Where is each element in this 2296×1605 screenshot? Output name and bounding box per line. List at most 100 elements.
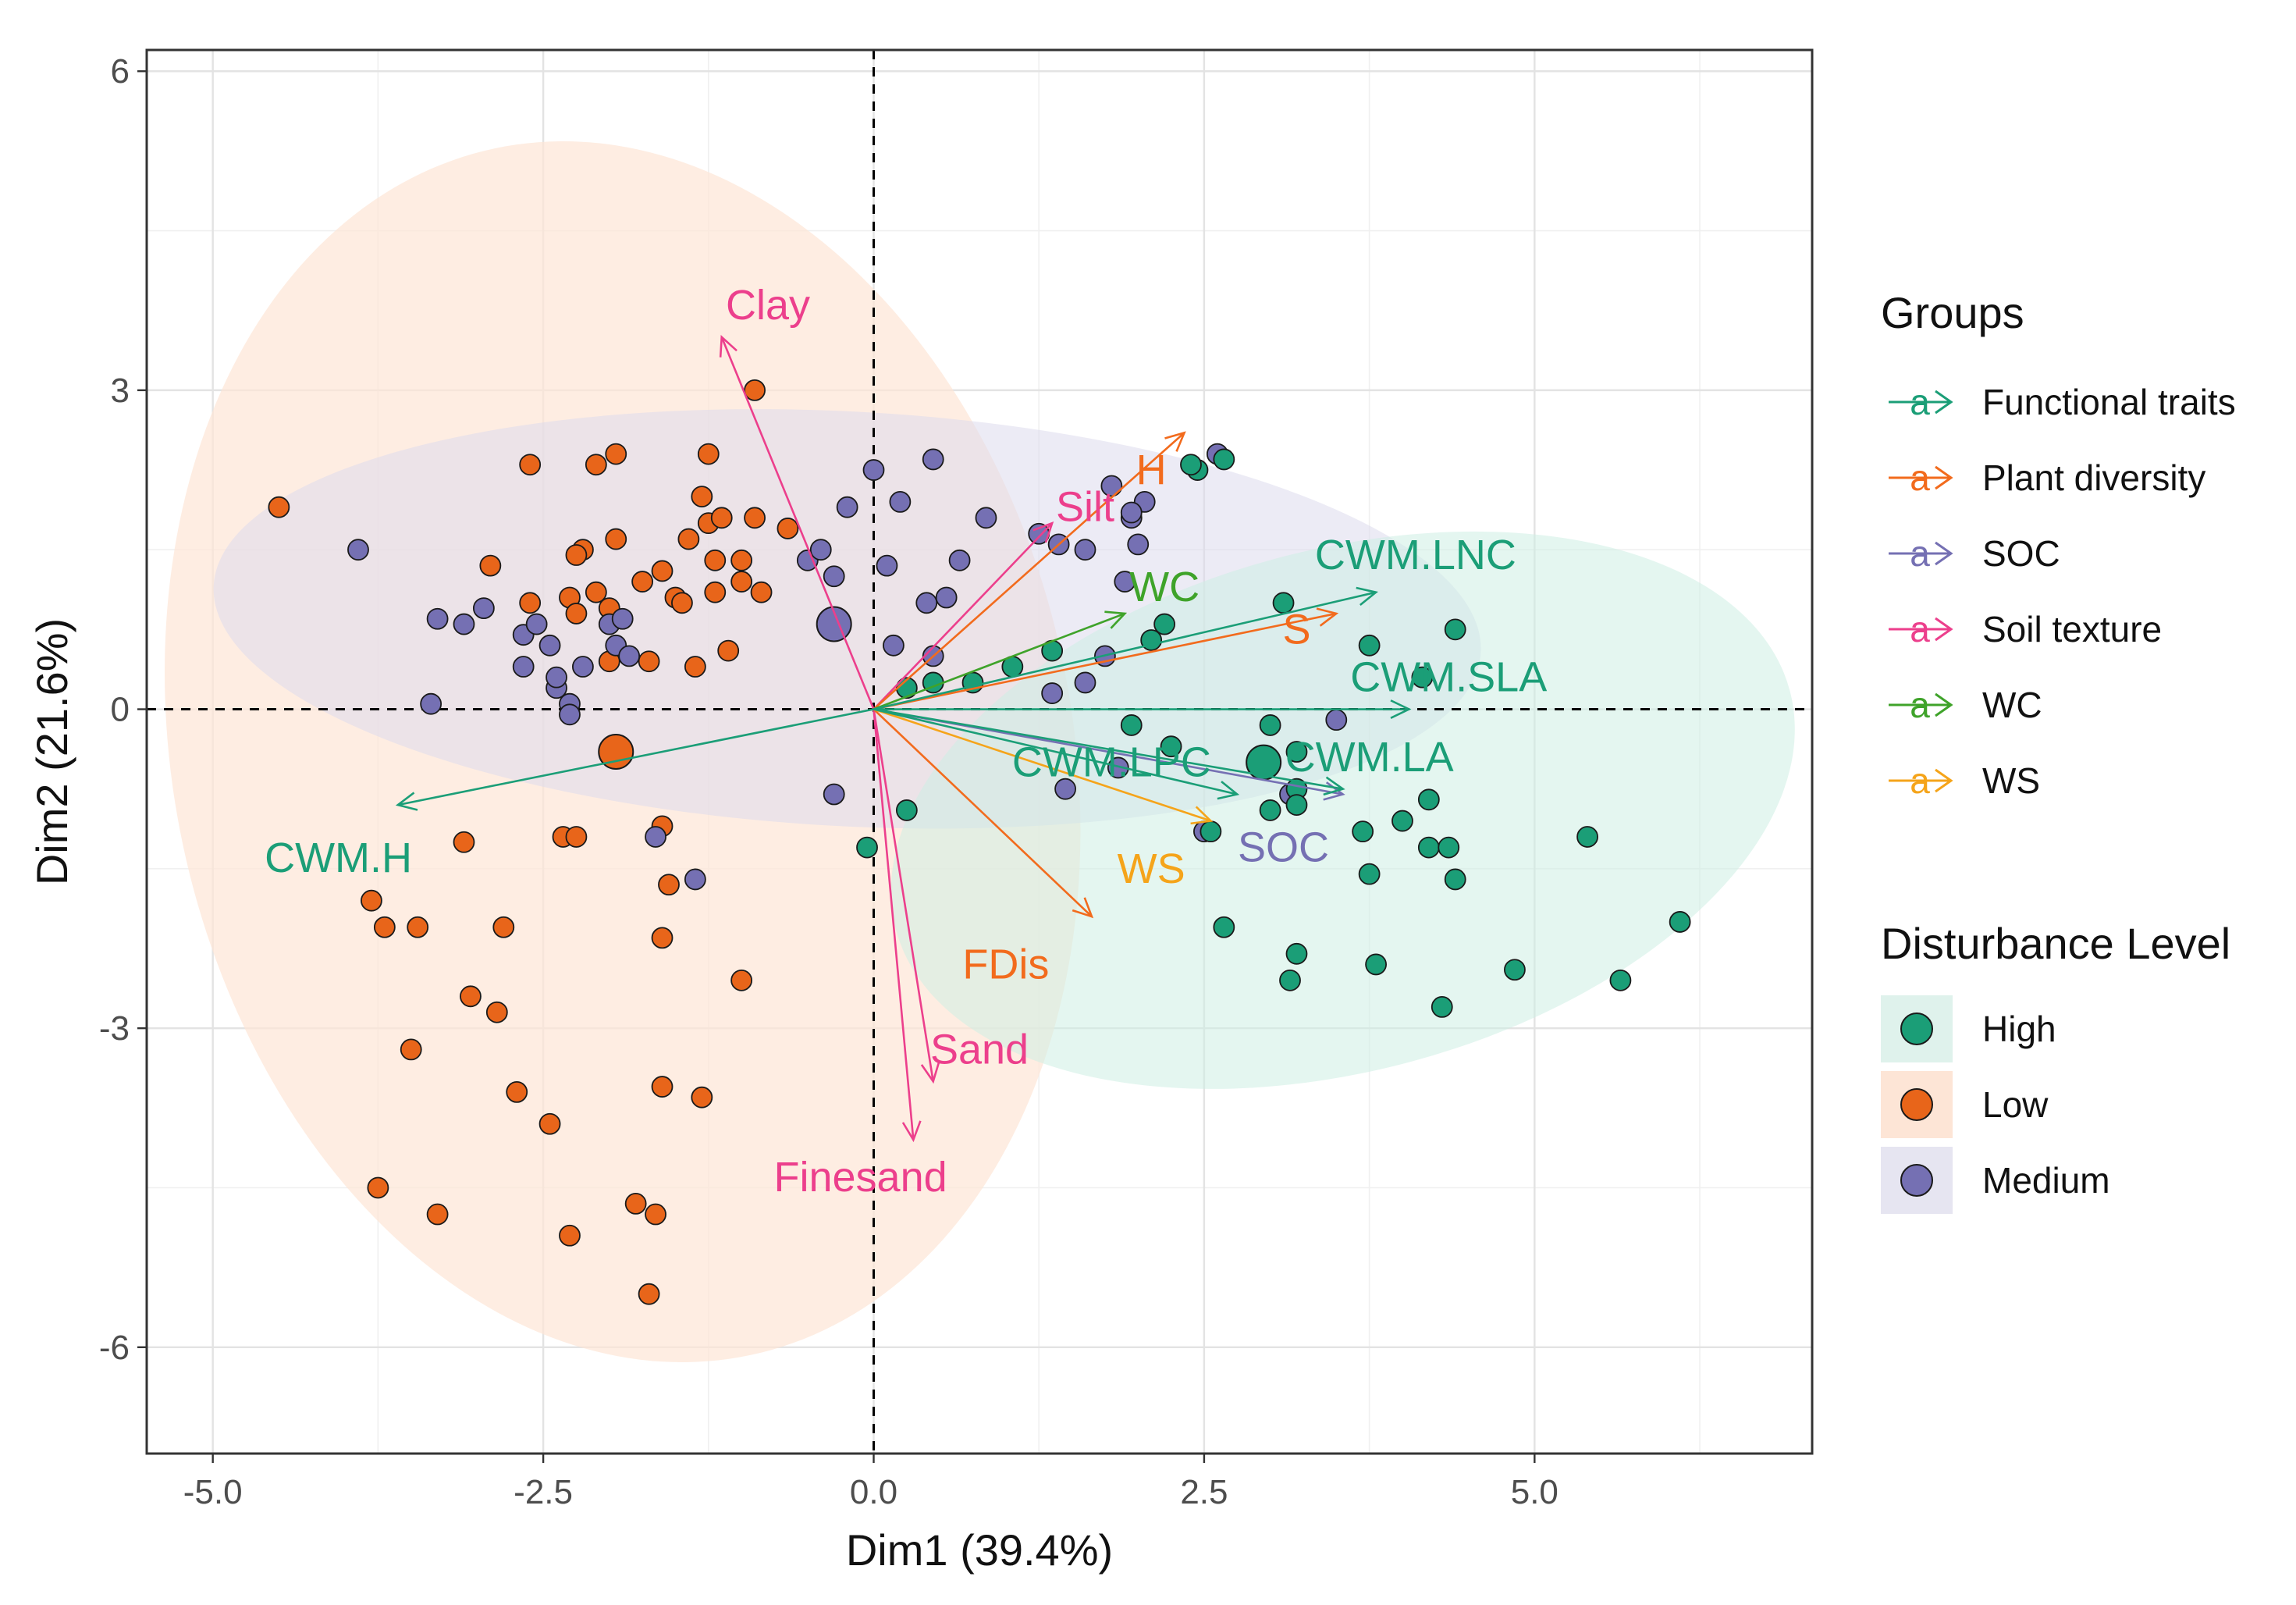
point-high	[1160, 735, 1182, 758]
legend-arrow-head	[1935, 465, 1953, 490]
arrow-line-cwm-la	[873, 708, 1343, 790]
point-low	[460, 985, 482, 1008]
point-medium	[512, 656, 535, 678]
point-medium	[1074, 539, 1096, 561]
point-high	[1285, 942, 1308, 965]
point-low	[710, 507, 733, 529]
point-low	[624, 1193, 647, 1215]
point-low	[426, 1203, 449, 1226]
point-high	[1213, 916, 1235, 938]
point-low	[519, 454, 542, 476]
legend-layer: Groups a Functional traits a Plant diversity…	[1881, 288, 2236, 1214]
y-axis-title: Dim2 (21.6%)	[27, 618, 76, 885]
point-low	[519, 592, 542, 614]
arrow-head-sand	[920, 1061, 940, 1084]
point-medium	[572, 656, 594, 678]
point-high	[1391, 810, 1413, 832]
point-high	[1279, 969, 1301, 991]
legend-level-label: High	[1982, 1009, 2056, 1049]
point-low	[730, 571, 753, 593]
y-tick-label: -3	[99, 1009, 130, 1048]
arrow-label-cwm-sla: CWM.SLA	[1350, 654, 1547, 701]
arrow-label-fdis: FDis	[962, 941, 1049, 988]
point-high	[1365, 953, 1387, 976]
arrow-line-s	[873, 612, 1337, 710]
point-low	[585, 581, 607, 603]
point-high	[1358, 863, 1381, 885]
point-low	[704, 581, 727, 603]
point-high	[1576, 826, 1598, 848]
legend-arrow-glyph: a	[1910, 609, 1930, 649]
point-medium	[1114, 571, 1136, 593]
legend-level-key-dot	[1900, 1164, 1933, 1197]
legend-groups-title: Groups	[1881, 288, 2024, 337]
arrow-label-soc: SOC	[1238, 824, 1329, 871]
arrow-head-wc	[1104, 610, 1128, 629]
legend-arrow-glyph: a	[1910, 457, 1930, 498]
point-low	[492, 916, 515, 938]
legend-arrow-glyph: a	[1910, 685, 1930, 725]
point-high	[1259, 714, 1281, 736]
legend-levels-title: Disturbance Level	[1881, 919, 2230, 968]
x-tick-label: -2.5	[514, 1473, 573, 1511]
point-low	[691, 486, 713, 507]
arrow-label-cwm-h: CWM.H	[265, 835, 412, 881]
point-low	[373, 916, 396, 938]
point-low	[638, 650, 660, 673]
point-low	[658, 874, 680, 896]
point-high	[1259, 799, 1281, 821]
arrow-head-cwm-lnc	[1356, 586, 1379, 606]
point-high	[1417, 836, 1440, 859]
legend-level-label: Medium	[1982, 1160, 2110, 1201]
point-high	[1200, 820, 1222, 843]
arrow-line-silt	[873, 522, 1054, 710]
legend-group-label: Plant diversity	[1982, 457, 2205, 498]
point-medium	[645, 826, 666, 848]
point-medium	[684, 868, 706, 891]
point-high	[1411, 666, 1434, 689]
point-medium	[836, 496, 858, 518]
arrow-line-clay	[720, 336, 875, 710]
point-low	[677, 528, 700, 550]
legend-group-label: SOC	[1982, 533, 2060, 574]
point-medium	[1041, 682, 1064, 704]
point-high	[1417, 788, 1440, 811]
point-low	[407, 916, 429, 938]
arrow-label-sand: Sand	[930, 1026, 1029, 1073]
y-tick-label: 0	[111, 691, 130, 729]
arrow-head-cwm-lpc	[1217, 781, 1240, 800]
plot-panel-border	[145, 48, 1814, 1455]
point-low	[651, 1076, 674, 1098]
y-tick-label: -6	[99, 1329, 130, 1367]
point-high	[1352, 820, 1374, 843]
arrow-line-wc	[873, 612, 1125, 710]
point-low	[750, 581, 773, 603]
point-medium	[611, 607, 634, 630]
point-high	[1180, 454, 1202, 476]
point-medium	[975, 507, 997, 529]
arrow-label-wc: WC	[1129, 564, 1200, 610]
arrow-label-cwm-lnc: CWM.LNC	[1315, 532, 1516, 578]
point-low	[717, 639, 740, 662]
legend-arrow-glyph: a	[1910, 533, 1930, 574]
arrow-label-cwm-lpc: CWM.LPC	[1012, 739, 1211, 786]
point-medium	[1127, 533, 1150, 556]
legend-arrow-glyph: a	[1910, 760, 1930, 801]
point-low	[704, 549, 727, 571]
arrow-head-cwm-h	[395, 792, 418, 811]
point-low	[565, 603, 588, 625]
point-low	[744, 379, 766, 401]
legend-group-label: WS	[1982, 760, 2040, 801]
point-medium	[876, 554, 898, 577]
point-low	[730, 969, 753, 991]
point-high	[1213, 448, 1235, 471]
point-medium	[915, 592, 938, 614]
arrow-label-h: H	[1136, 447, 1167, 493]
point-medium	[1054, 778, 1076, 800]
x-tick-label: 0.0	[850, 1473, 897, 1511]
arrow-line-cwm-lnc	[873, 591, 1377, 710]
point-medium	[922, 448, 944, 471]
y-tick-label: 3	[111, 372, 130, 410]
legend-level-key-dot	[1900, 1012, 1933, 1045]
arrow-line-ws	[873, 708, 1211, 822]
